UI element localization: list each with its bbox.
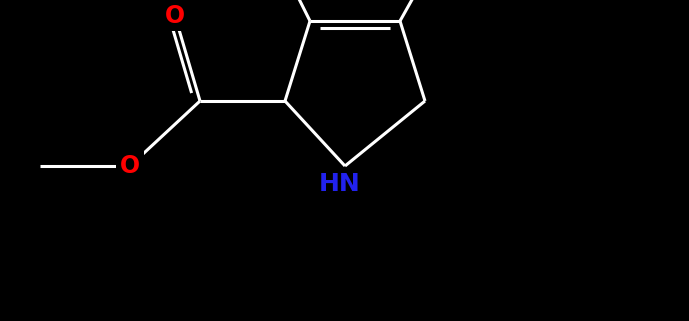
- FancyBboxPatch shape: [161, 1, 189, 31]
- FancyBboxPatch shape: [314, 168, 366, 200]
- Text: O: O: [120, 154, 140, 178]
- Text: O: O: [165, 4, 185, 28]
- FancyBboxPatch shape: [116, 151, 144, 181]
- Text: HN: HN: [319, 172, 361, 196]
